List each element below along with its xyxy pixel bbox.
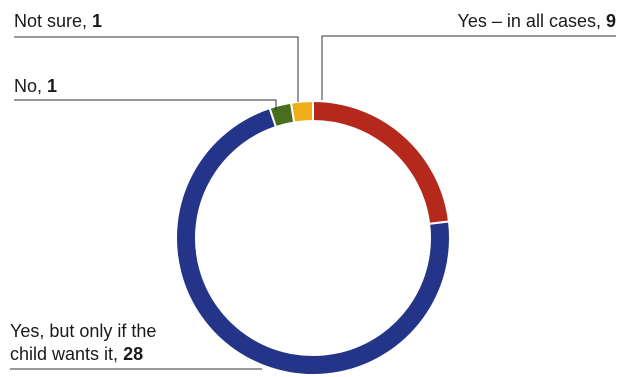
slice-not-sure — [289, 99, 314, 124]
leader-yes-all-cases — [321, 35, 616, 100]
label-yes-all-cases: Yes – in all cases, 9 — [458, 11, 616, 31]
label-no: No, 1 — [14, 76, 57, 96]
leader-not-sure — [14, 36, 299, 102]
donut-slices — [175, 99, 451, 376]
slice-yes-all-cases — [312, 99, 451, 226]
slice-yes-if-child-wants — [175, 106, 451, 376]
leader-no — [14, 99, 277, 110]
label-yes-if-child-wants: Yes, but only if the child wants it, 28 — [10, 321, 161, 364]
label-not-sure: Not sure, 1 — [14, 11, 102, 31]
leader-lines — [10, 35, 616, 370]
